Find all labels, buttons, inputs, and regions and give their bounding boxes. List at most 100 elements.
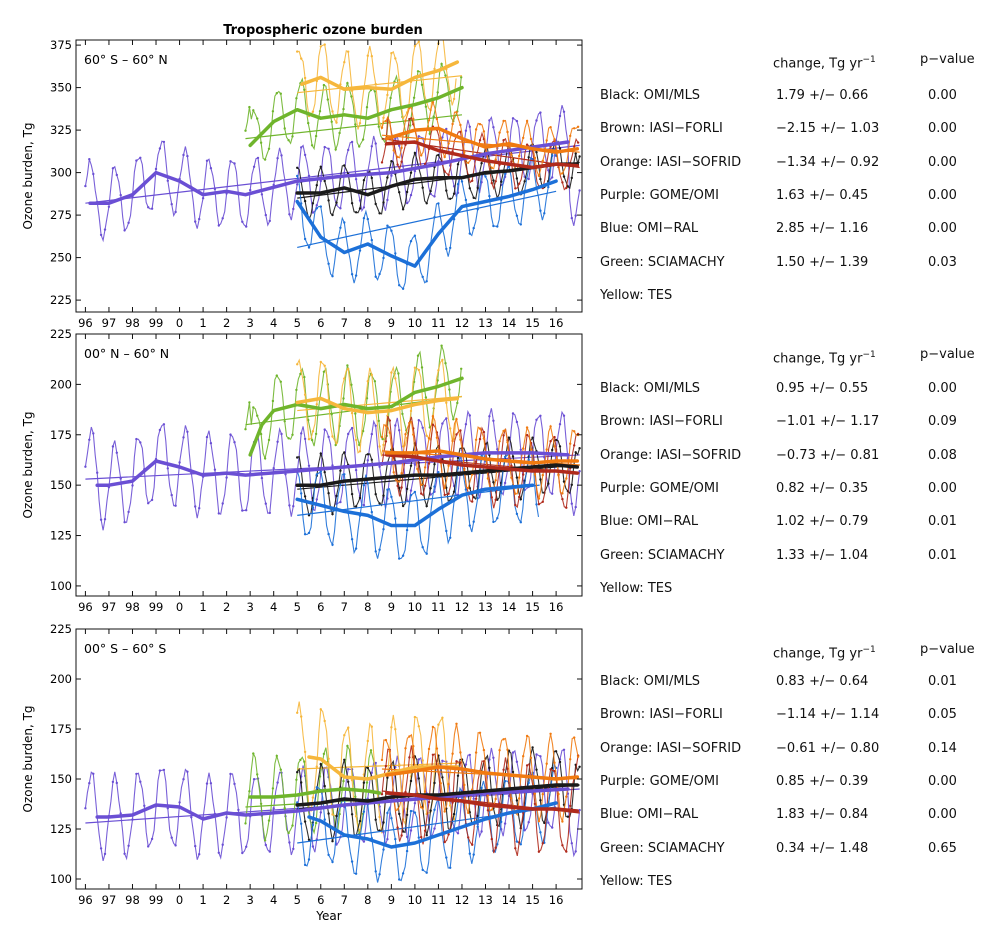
raw-point-iasi-sofrid: [388, 750, 391, 753]
raw-point-omi-ral: [315, 207, 318, 210]
raw-point-tes: [441, 716, 444, 719]
raw-point-sciamachy: [432, 115, 435, 118]
raw-point-iasi-sofrid: [557, 792, 560, 796]
raw-point-omi-ral: [456, 467, 460, 470]
y-tick-label: 200: [50, 377, 72, 391]
x-tick-label: 2: [223, 893, 230, 907]
raw-point-tes: [358, 450, 362, 453]
raw-point-omi-mls: [472, 196, 475, 199]
raw-point-gome-omi: [84, 465, 87, 468]
raw-point-iasi-sofrid: [459, 438, 462, 441]
x-tick-label: 98: [125, 316, 140, 330]
raw-point-iasi-sofrid: [384, 424, 388, 427]
raw-point-iasi-sofrid: [474, 128, 478, 131]
raw-point-gome-omi: [99, 518, 103, 521]
raw-point-sciamachy: [381, 437, 384, 441]
raw-point-omi-mls: [335, 494, 338, 498]
raw-point-sciamachy: [314, 432, 318, 436]
raw-point-iasi-forli: [522, 473, 525, 476]
raw-point-omi-mls: [547, 482, 550, 485]
x-tick-label: 13: [478, 316, 493, 330]
raw-point-iasi-sofrid: [502, 738, 505, 741]
raw-point-gome-omi: [523, 829, 526, 832]
raw-point-omi-mls: [535, 151, 538, 154]
raw-point-iasi-forli: [396, 484, 399, 488]
raw-point-iasi-forli: [455, 433, 458, 436]
raw-point-iasi-sofrid: [525, 734, 529, 738]
raw-point-iasi-sofrid: [569, 442, 572, 445]
raw-point-omi-ral: [390, 495, 393, 499]
raw-point-iasi-forli: [494, 498, 497, 501]
raw-point-tes: [319, 360, 322, 364]
raw-point-omi-mls: [480, 162, 483, 165]
raw-point-gome-omi: [413, 802, 417, 805]
raw-point-omi-mls: [429, 189, 432, 193]
raw-point-gome-omi: [468, 125, 471, 128]
raw-point-gome-omi: [366, 459, 369, 462]
raw-point-sciamachy: [279, 380, 282, 383]
raw-point-tes: [390, 371, 393, 374]
raw-point-gome-omi: [182, 778, 185, 781]
raw-point-iasi-forli: [384, 764, 388, 768]
raw-point-gome-omi: [150, 207, 154, 210]
raw-point-gome-omi: [362, 503, 366, 507]
raw-point-omi-mls: [303, 199, 307, 203]
x-tick-label: 12: [455, 893, 470, 907]
raw-point-gome-omi: [233, 441, 236, 444]
raw-point-tes: [449, 427, 452, 430]
raw-point-sciamachy: [275, 754, 278, 758]
x-tick-label: 8: [364, 893, 371, 907]
raw-point-iasi-forli: [467, 836, 470, 839]
raw-point-gome-omi: [205, 435, 209, 439]
raw-point-iasi-sofrid: [541, 159, 544, 162]
raw-point-sciamachy: [365, 397, 369, 400]
raw-point-tes: [307, 438, 311, 441]
raw-point-gome-omi: [327, 147, 330, 150]
raw-point-gome-omi: [511, 751, 515, 754]
raw-point-iasi-sofrid: [510, 476, 513, 479]
raw-point-iasi-sofrid: [459, 123, 462, 127]
raw-point-gome-omi: [158, 147, 162, 150]
raw-point-sciamachy: [275, 92, 278, 95]
raw-point-iasi-sofrid: [447, 782, 450, 786]
raw-point-iasi-forli: [565, 506, 568, 509]
raw-point-gome-omi: [143, 804, 146, 807]
x-tick-label: 4: [270, 316, 277, 330]
x-tick-label: 97: [102, 893, 117, 907]
x-tick-label: 8: [364, 600, 371, 614]
raw-point-iasi-sofrid: [427, 437, 431, 440]
raw-point-omi-ral: [405, 528, 409, 532]
raw-point-iasi-sofrid: [396, 155, 399, 159]
raw-point-gome-omi: [515, 420, 519, 424]
raw-point-iasi-sofrid: [525, 119, 529, 123]
raw-point-sciamachy: [440, 344, 443, 347]
raw-point-iasi-sofrid: [439, 137, 442, 140]
raw-point-iasi-forli: [553, 435, 556, 439]
y-tick-label: 225: [50, 293, 72, 307]
raw-point-omi-ral: [464, 488, 468, 491]
raw-point-omi-ral: [398, 557, 401, 560]
raw-point-omi-ral: [394, 837, 397, 841]
plot-frame: [75, 333, 583, 597]
raw-point-iasi-forli: [561, 844, 564, 847]
raw-point-gome-omi: [88, 782, 91, 785]
raw-point-tes: [394, 377, 397, 380]
raw-point-iasi-sofrid: [525, 426, 529, 429]
raw-point-gome-omi: [111, 445, 115, 448]
raw-point-omi-mls: [500, 180, 503, 183]
raw-point-omi-mls: [382, 201, 385, 204]
raw-point-omi-ral: [315, 786, 318, 789]
raw-point-omi-mls: [327, 199, 330, 202]
raw-point-iasi-sofrid: [506, 441, 509, 444]
raw-point-gome-omi: [186, 770, 189, 773]
raw-point-gome-omi: [394, 424, 397, 427]
x-tick-label: 5: [294, 316, 301, 330]
raw-point-iasi-forli: [569, 804, 572, 808]
raw-point-iasi-sofrid: [502, 119, 505, 123]
x-tick-label: 14: [502, 893, 517, 907]
raw-point-gome-omi: [150, 498, 154, 502]
x-tick-label: 9: [388, 316, 395, 330]
raw-point-gome-omi: [519, 448, 522, 451]
raw-point-gome-omi: [280, 154, 283, 157]
